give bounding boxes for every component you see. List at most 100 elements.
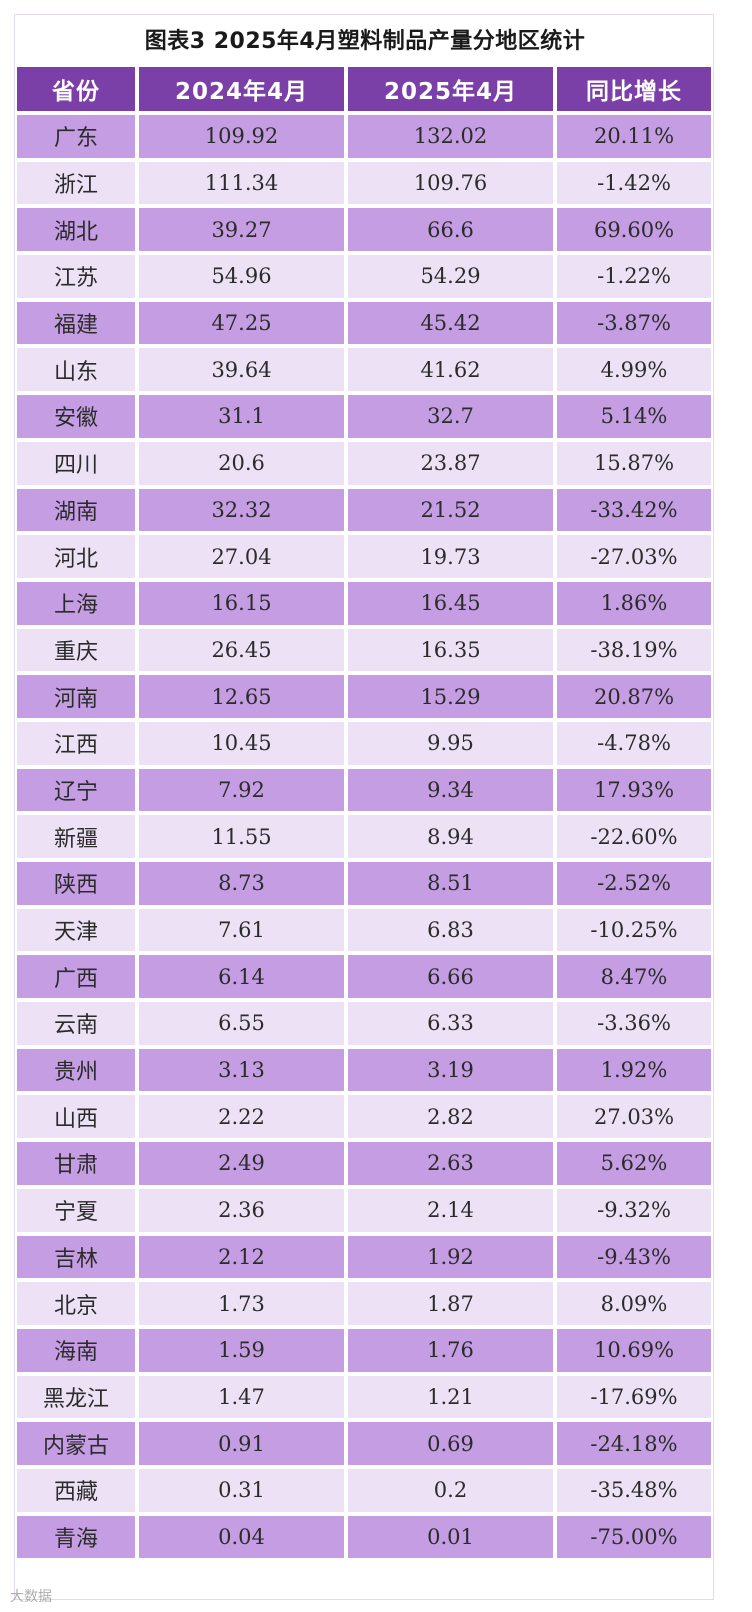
value-2025-cell: 9.34: [348, 768, 553, 812]
table-row: 广西 6.14 6.66 8.47%: [17, 955, 711, 999]
value-2025-cell: 19.73: [348, 535, 553, 578]
value-2024-cell: 10.45: [139, 721, 344, 765]
growth-cell: -1.22%: [557, 255, 711, 298]
region-cell: 吉林: [17, 1235, 135, 1279]
value-2025-cell: 6.66: [348, 955, 553, 999]
table-row: 四川 20.6 23.87 15.87%: [17, 441, 711, 485]
value-2025-cell: 23.87: [348, 441, 553, 485]
table-title: 图表3 2025年4月塑料制品产量分地区统计: [144, 29, 586, 54]
value-2025-cell: 1.87: [348, 1282, 553, 1325]
data-table: 省份 2024年4月 2025年4月 同比增长 广东 109.92 132.02 20…: [13, 63, 715, 1562]
region-cell: 甘肃: [17, 1142, 135, 1185]
value-2025-cell: 32.7: [348, 395, 553, 438]
value-2025-cell: 21.52: [348, 488, 553, 532]
value-2025-cell: 9.95: [348, 721, 553, 765]
value-2024-cell: 6.14: [139, 955, 344, 999]
growth-cell: 5.14%: [557, 395, 711, 438]
table-row: 安徽 31.1 32.7 5.14%: [17, 395, 711, 438]
value-2024-cell: 47.25: [139, 301, 344, 345]
table-body: 广东 109.92 132.02 20.11% 浙江 111.34 109.76 -1.42%…: [17, 115, 711, 1559]
growth-cell: 5.62%: [557, 1142, 711, 1185]
value-2024-cell: 39.64: [139, 348, 344, 392]
table-row: 吉林 2.12 1.92 -9.43%: [17, 1235, 711, 1279]
growth-cell: 15.87%: [557, 441, 711, 485]
growth-cell: 8.47%: [557, 955, 711, 999]
region-cell: 湖南: [17, 488, 135, 532]
value-2024-cell: 32.32: [139, 488, 344, 532]
value-2025-cell: 66.6: [348, 208, 553, 252]
value-2025-cell: 132.02: [348, 115, 553, 158]
growth-cell: -4.78%: [557, 721, 711, 765]
table-row: 福建 47.25 45.42 -3.87%: [17, 301, 711, 345]
growth-cell: -35.48%: [557, 1468, 711, 1512]
table-row: 贵州 3.13 3.19 1.92%: [17, 1048, 711, 1092]
region-cell: 山西: [17, 1095, 135, 1139]
value-2024-cell: 2.22: [139, 1095, 344, 1139]
region-cell: 江苏: [17, 255, 135, 298]
value-2024-cell: 12.65: [139, 675, 344, 718]
region-cell: 辽宁: [17, 768, 135, 812]
value-2024-cell: 11.55: [139, 815, 344, 858]
table-row: 西藏 0.31 0.2 -35.48%: [17, 1468, 711, 1512]
value-2025-cell: 3.19: [348, 1048, 553, 1092]
value-2025-cell: 54.29: [348, 255, 553, 298]
value-2024-cell: 26.45: [139, 628, 344, 672]
table-card: 图表3 2025年4月塑料制品产量分地区统计 省份 2024年4月 2025年4…: [14, 14, 714, 1600]
region-cell: 浙江: [17, 161, 135, 205]
value-2024-cell: 16.15: [139, 581, 344, 625]
value-2024-cell: 0.31: [139, 1468, 344, 1512]
value-2024-cell: 2.36: [139, 1188, 344, 1232]
value-2025-cell: 1.92: [348, 1235, 553, 1279]
value-2025-cell: 1.21: [348, 1375, 553, 1419]
table-row: 浙江 111.34 109.76 -1.42%: [17, 161, 711, 205]
table-row: 辽宁 7.92 9.34 17.93%: [17, 768, 711, 812]
value-2025-cell: 2.82: [348, 1095, 553, 1139]
table-row: 江苏 54.96 54.29 -1.22%: [17, 255, 711, 298]
value-2025-cell: 8.94: [348, 815, 553, 858]
region-cell: 贵州: [17, 1048, 135, 1092]
table-row: 山西 2.22 2.82 27.03%: [17, 1095, 711, 1139]
growth-cell: 10.69%: [557, 1328, 711, 1372]
table-row: 湖北 39.27 66.6 69.60%: [17, 208, 711, 252]
growth-cell: 17.93%: [557, 768, 711, 812]
value-2024-cell: 3.13: [139, 1048, 344, 1092]
value-2025-cell: 8.51: [348, 862, 553, 905]
growth-cell: 1.86%: [557, 581, 711, 625]
growth-cell: 1.92%: [557, 1048, 711, 1092]
value-2024-cell: 0.04: [139, 1515, 344, 1559]
value-2025-cell: 15.29: [348, 675, 553, 718]
growth-cell: 27.03%: [557, 1095, 711, 1139]
table-row: 河南 12.65 15.29 20.87%: [17, 675, 711, 718]
region-cell: 天津: [17, 908, 135, 952]
growth-cell: -9.32%: [557, 1188, 711, 1232]
value-2025-cell: 0.69: [348, 1422, 553, 1465]
region-cell: 广东: [17, 115, 135, 158]
header-cell-growth: 同比增长: [557, 67, 711, 111]
region-cell: 新疆: [17, 815, 135, 858]
growth-cell: -10.25%: [557, 908, 711, 952]
value-2025-cell: 2.63: [348, 1142, 553, 1185]
value-2025-cell: 41.62: [348, 348, 553, 392]
table-row: 江西 10.45 9.95 -4.78%: [17, 721, 711, 765]
watermark: 大数据: [10, 1589, 52, 1605]
growth-cell: -75.00%: [557, 1515, 711, 1559]
growth-cell: -24.18%: [557, 1422, 711, 1465]
region-cell: 青海: [17, 1515, 135, 1559]
header-cell-2024: 2024年4月: [139, 67, 344, 111]
table-row: 河北 27.04 19.73 -27.03%: [17, 535, 711, 578]
value-2024-cell: 2.12: [139, 1235, 344, 1279]
region-cell: 陕西: [17, 862, 135, 905]
value-2024-cell: 31.1: [139, 395, 344, 438]
value-2024-cell: 20.6: [139, 441, 344, 485]
table-row: 湖南 32.32 21.52 -33.42%: [17, 488, 711, 532]
value-2024-cell: 111.34: [139, 161, 344, 205]
table-row: 重庆 26.45 16.35 -38.19%: [17, 628, 711, 672]
growth-cell: -1.42%: [557, 161, 711, 205]
growth-cell: -27.03%: [557, 535, 711, 578]
table-row: 青海 0.04 0.01 -75.00%: [17, 1515, 711, 1559]
region-cell: 黑龙江: [17, 1375, 135, 1419]
table-row: 北京 1.73 1.87 8.09%: [17, 1282, 711, 1325]
value-2024-cell: 7.92: [139, 768, 344, 812]
table-row: 天津 7.61 6.83 -10.25%: [17, 908, 711, 952]
growth-cell: -17.69%: [557, 1375, 711, 1419]
